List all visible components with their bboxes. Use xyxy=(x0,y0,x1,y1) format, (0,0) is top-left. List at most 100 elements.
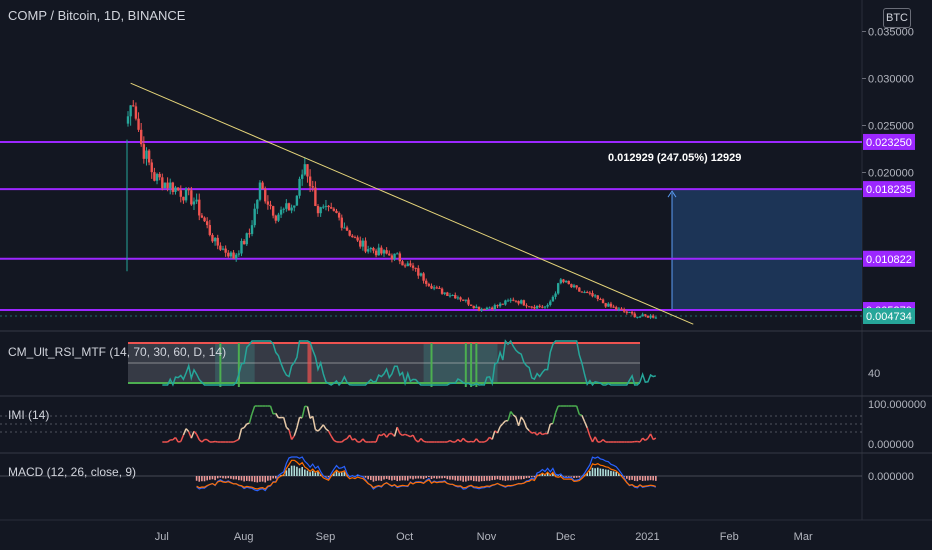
imi-line-segment xyxy=(649,433,654,440)
macd-histogram-bar xyxy=(446,476,449,480)
candle-body xyxy=(551,296,555,302)
macd-histogram-bar xyxy=(383,476,385,480)
macd-histogram-bar xyxy=(610,470,612,476)
candle-body xyxy=(153,172,156,181)
currency-badge[interactable]: BTC xyxy=(883,8,911,28)
candle-body xyxy=(171,182,175,192)
macd-histogram-bar xyxy=(631,476,633,480)
macd-histogram-bar xyxy=(435,476,438,479)
imi-line-segment xyxy=(333,439,337,443)
candle-body xyxy=(253,208,256,226)
candle-body xyxy=(190,190,193,205)
macd-histogram-bar xyxy=(414,476,417,479)
imi-line-segment xyxy=(475,438,480,443)
macd-histogram-bar xyxy=(224,476,227,479)
macd-histogram-bar xyxy=(499,476,501,480)
candle-body xyxy=(248,233,251,235)
candle-body xyxy=(417,268,420,276)
candle-body xyxy=(432,287,436,289)
candle-body xyxy=(300,174,304,179)
candle-body xyxy=(538,305,541,307)
macd-histogram-bar xyxy=(327,476,330,478)
candle-body xyxy=(395,253,399,255)
imi-line-segment xyxy=(396,426,401,434)
candle-body xyxy=(615,307,618,310)
candle-body xyxy=(298,178,301,196)
candle-body xyxy=(179,190,182,197)
candle-body xyxy=(169,182,172,189)
macd-histogram-bar xyxy=(504,476,507,481)
macd-histogram-bar xyxy=(467,476,470,481)
imi-line-segment xyxy=(423,440,427,443)
candle-body xyxy=(440,288,444,294)
macd-histogram-bar xyxy=(449,476,451,480)
candle-body xyxy=(451,295,454,297)
macd-histogram-bar xyxy=(567,476,570,477)
candle-body xyxy=(158,173,161,178)
macd-histogram-bar xyxy=(206,476,208,481)
x-tick-label: Aug xyxy=(234,531,254,543)
candle-body xyxy=(625,311,629,313)
macd-histogram-bar xyxy=(480,476,483,482)
candle-body xyxy=(242,240,246,245)
imi-line-segment xyxy=(528,430,533,434)
imi-line-segment xyxy=(351,438,356,441)
macd-histogram-bar xyxy=(570,476,573,477)
candle-body xyxy=(269,204,272,207)
imi-line-segment xyxy=(546,423,551,434)
candle-body xyxy=(535,305,539,309)
candle-body xyxy=(567,280,570,285)
imi-line-segment xyxy=(251,405,256,414)
macd-histogram-bar xyxy=(412,476,414,480)
candle-body xyxy=(596,295,599,299)
macd-histogram-bar xyxy=(494,476,496,480)
candle-body xyxy=(509,299,512,301)
candle-body xyxy=(459,297,462,300)
y-tick-label: 0.025000 xyxy=(868,121,914,133)
candle-body xyxy=(435,287,438,289)
candle-body xyxy=(649,315,652,318)
candle-body xyxy=(488,307,491,309)
candle-body xyxy=(517,301,520,304)
candle-body xyxy=(324,205,328,207)
candle-body xyxy=(187,188,190,191)
macd-histogram-bar xyxy=(604,469,607,476)
macd-histogram-bar xyxy=(311,470,314,476)
candle-body xyxy=(345,227,349,231)
imi-line-segment xyxy=(402,433,406,437)
imi-line-segment xyxy=(512,414,517,418)
candle-body xyxy=(274,215,277,221)
imi-line-segment xyxy=(531,431,535,434)
candle-body xyxy=(295,195,299,206)
macd-histogram-bar xyxy=(304,469,306,476)
imi-line-segment xyxy=(415,439,419,443)
candle-body xyxy=(493,305,497,310)
imi-line-segment xyxy=(399,432,403,436)
imi-line-segment xyxy=(581,415,586,422)
macd-histogram-bar xyxy=(404,476,406,481)
candle-body xyxy=(390,255,394,260)
candle-body xyxy=(411,265,415,268)
candle-body xyxy=(448,295,452,297)
macd-histogram-bar xyxy=(451,476,454,480)
imi-line-segment xyxy=(642,437,646,441)
macd-histogram-bar xyxy=(575,476,578,478)
candle-body xyxy=(406,263,409,267)
imi-line-segment xyxy=(589,435,594,443)
macd-histogram-bar xyxy=(546,472,549,476)
macd-histogram-bar xyxy=(512,476,515,481)
candle-body xyxy=(461,299,465,301)
candle-body xyxy=(332,208,336,211)
symbol-title: COMP / Bitcoin, 1D, BINANCE xyxy=(8,8,186,23)
candle-body xyxy=(192,201,196,205)
imi-line-segment xyxy=(322,424,327,430)
macd-histogram-bar xyxy=(393,476,396,480)
imi-line-segment xyxy=(536,431,541,436)
candle-body xyxy=(601,299,605,304)
macd-histogram-bar xyxy=(317,471,319,476)
candle-body xyxy=(638,316,642,318)
macd-histogram-bar xyxy=(433,476,435,479)
candle-body xyxy=(630,311,634,314)
